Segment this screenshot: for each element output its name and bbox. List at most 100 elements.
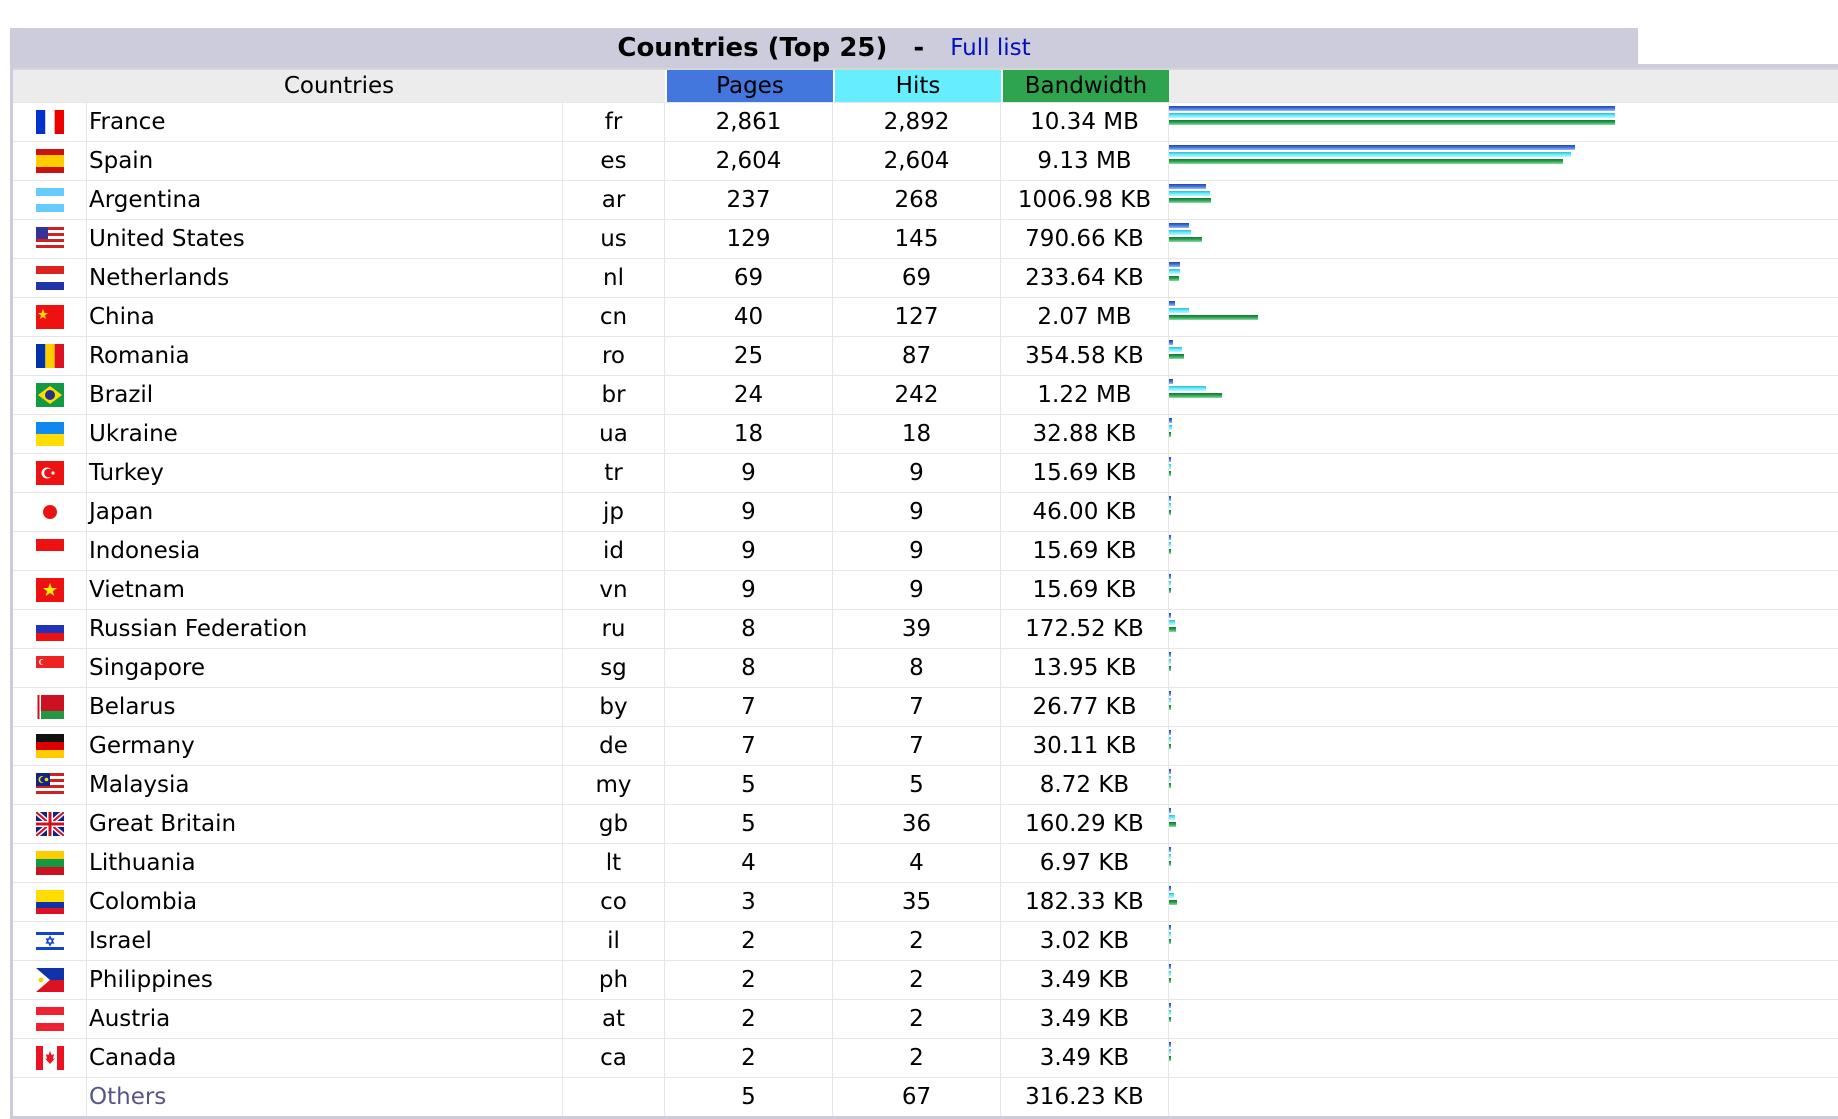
flag-philippines-icon bbox=[35, 968, 64, 992]
country-name: Netherlands bbox=[87, 259, 563, 297]
bandwidth-value: 32.88 KB bbox=[1001, 415, 1169, 453]
pages-bar bbox=[1169, 925, 1171, 930]
country-code: ua bbox=[563, 415, 665, 453]
pages-bar bbox=[1169, 808, 1171, 813]
country-name: Great Britain bbox=[87, 805, 563, 843]
hits-bar bbox=[1169, 542, 1171, 547]
full-list-link[interactable]: Full list bbox=[950, 35, 1031, 61]
pages-value: 9 bbox=[665, 493, 833, 531]
flag-ukraine-icon bbox=[35, 422, 64, 446]
table-row: China cn 40 127 2.07 MB bbox=[13, 297, 1838, 336]
country-code: jp bbox=[563, 493, 665, 531]
flag-china-icon bbox=[35, 305, 64, 329]
country-name: Malaysia bbox=[87, 766, 563, 804]
table-row: Brazil br 24 242 1.22 MB bbox=[13, 375, 1838, 414]
bandwidth-value: 160.29 KB bbox=[1001, 805, 1169, 843]
country-code: id bbox=[563, 532, 665, 570]
pages-bar bbox=[1169, 1042, 1171, 1047]
table-row: Lithuania lt 4 4 6.97 KB bbox=[13, 843, 1838, 882]
bar-graph-cell bbox=[1169, 376, 1838, 414]
country-name: Japan bbox=[87, 493, 563, 531]
table-row: Belarus by 7 7 26.77 KB bbox=[13, 687, 1838, 726]
bar-graph-cell bbox=[1169, 259, 1838, 297]
table-header-row: Countries Pages Hits Bandwidth bbox=[13, 68, 1838, 102]
flag-vietnam-icon bbox=[35, 578, 64, 602]
flag-cell bbox=[13, 181, 87, 219]
hits-bar bbox=[1169, 659, 1171, 664]
pages-bar bbox=[1169, 496, 1171, 501]
flag-great-britain-icon bbox=[35, 812, 64, 836]
bandwidth-value: 1006.98 KB bbox=[1001, 181, 1169, 219]
country-code: fr bbox=[563, 103, 665, 141]
hits-value: 4 bbox=[833, 844, 1001, 882]
hits-bar bbox=[1169, 815, 1175, 820]
hits-value: 2 bbox=[833, 922, 1001, 960]
hits-bar bbox=[1169, 971, 1171, 976]
pages-bar bbox=[1169, 418, 1172, 423]
country-name: United States bbox=[87, 220, 563, 258]
hits-bar bbox=[1169, 581, 1171, 586]
bandwidth-value: 354.58 KB bbox=[1001, 337, 1169, 375]
column-header-bandwidth: Bandwidth bbox=[1001, 70, 1169, 102]
bar-graph-cell bbox=[1169, 961, 1838, 999]
country-code: co bbox=[563, 883, 665, 921]
table-row: Spain es 2,604 2,604 9.13 MB bbox=[13, 141, 1838, 180]
pages-value: 2 bbox=[665, 1039, 833, 1077]
others-flag-cell bbox=[13, 1078, 87, 1116]
pages-bar bbox=[1169, 457, 1171, 462]
bandwidth-bar bbox=[1169, 1017, 1171, 1022]
pages-value: 237 bbox=[665, 181, 833, 219]
bandwidth-bar bbox=[1169, 822, 1176, 827]
pages-value: 9 bbox=[665, 532, 833, 570]
country-name: Colombia bbox=[87, 883, 563, 921]
flag-cell bbox=[13, 415, 87, 453]
bar-graph-cell bbox=[1169, 337, 1838, 375]
table-row: Canada ca 2 2 3.49 KB bbox=[13, 1038, 1838, 1077]
country-code: il bbox=[563, 922, 665, 960]
others-label[interactable]: Others bbox=[87, 1078, 563, 1116]
flag-brazil-icon bbox=[35, 383, 64, 407]
table-row: Great Britain gb 5 36 160.29 KB bbox=[13, 804, 1838, 843]
bandwidth-bar bbox=[1169, 237, 1203, 242]
pages-bar bbox=[1169, 301, 1176, 306]
pages-value: 9 bbox=[665, 454, 833, 492]
hits-bar bbox=[1169, 698, 1171, 703]
pages-value: 129 bbox=[665, 220, 833, 258]
bandwidth-value: 15.69 KB bbox=[1001, 454, 1169, 492]
country-code: lt bbox=[563, 844, 665, 882]
bar-graph-cell bbox=[1169, 532, 1838, 570]
hits-bar bbox=[1169, 269, 1180, 274]
table-row: France fr 2,861 2,892 10.34 MB bbox=[13, 102, 1838, 141]
flag-turkey-icon bbox=[35, 461, 64, 485]
pages-bar bbox=[1169, 730, 1171, 735]
countries-panel: Countries (Top 25) - Full list Countries… bbox=[10, 28, 1838, 1119]
table-body: France fr 2,861 2,892 10.34 MB Spain es 2,604 2,… bbox=[13, 102, 1838, 1077]
hits-bar bbox=[1169, 1010, 1171, 1015]
hits-value: 87 bbox=[833, 337, 1001, 375]
flag-cell bbox=[13, 883, 87, 921]
hits-value: 268 bbox=[833, 181, 1001, 219]
bandwidth-bar bbox=[1169, 276, 1179, 281]
pages-value: 25 bbox=[665, 337, 833, 375]
flag-cell bbox=[13, 1000, 87, 1038]
hits-value: 39 bbox=[833, 610, 1001, 648]
hits-value: 2 bbox=[833, 1039, 1001, 1077]
pages-value: 7 bbox=[665, 727, 833, 765]
bandwidth-bar bbox=[1169, 393, 1222, 398]
hits-value: 242 bbox=[833, 376, 1001, 414]
pages-value: 8 bbox=[665, 649, 833, 687]
country-name: Austria bbox=[87, 1000, 563, 1038]
pages-value: 4 bbox=[665, 844, 833, 882]
bandwidth-value: 172.52 KB bbox=[1001, 610, 1169, 648]
flag-germany-icon bbox=[35, 734, 64, 758]
hits-bar bbox=[1169, 503, 1171, 508]
bar-graph-cell bbox=[1169, 298, 1838, 336]
hits-value: 127 bbox=[833, 298, 1001, 336]
flag-belarus-icon bbox=[35, 695, 64, 719]
table-row: Malaysia my 5 5 8.72 KB bbox=[13, 765, 1838, 804]
country-name: France bbox=[87, 103, 563, 141]
bandwidth-bar bbox=[1169, 471, 1171, 476]
bandwidth-bar bbox=[1169, 744, 1171, 749]
others-hits: 67 bbox=[833, 1078, 1001, 1116]
table-row: Israel il 2 2 3.02 KB bbox=[13, 921, 1838, 960]
